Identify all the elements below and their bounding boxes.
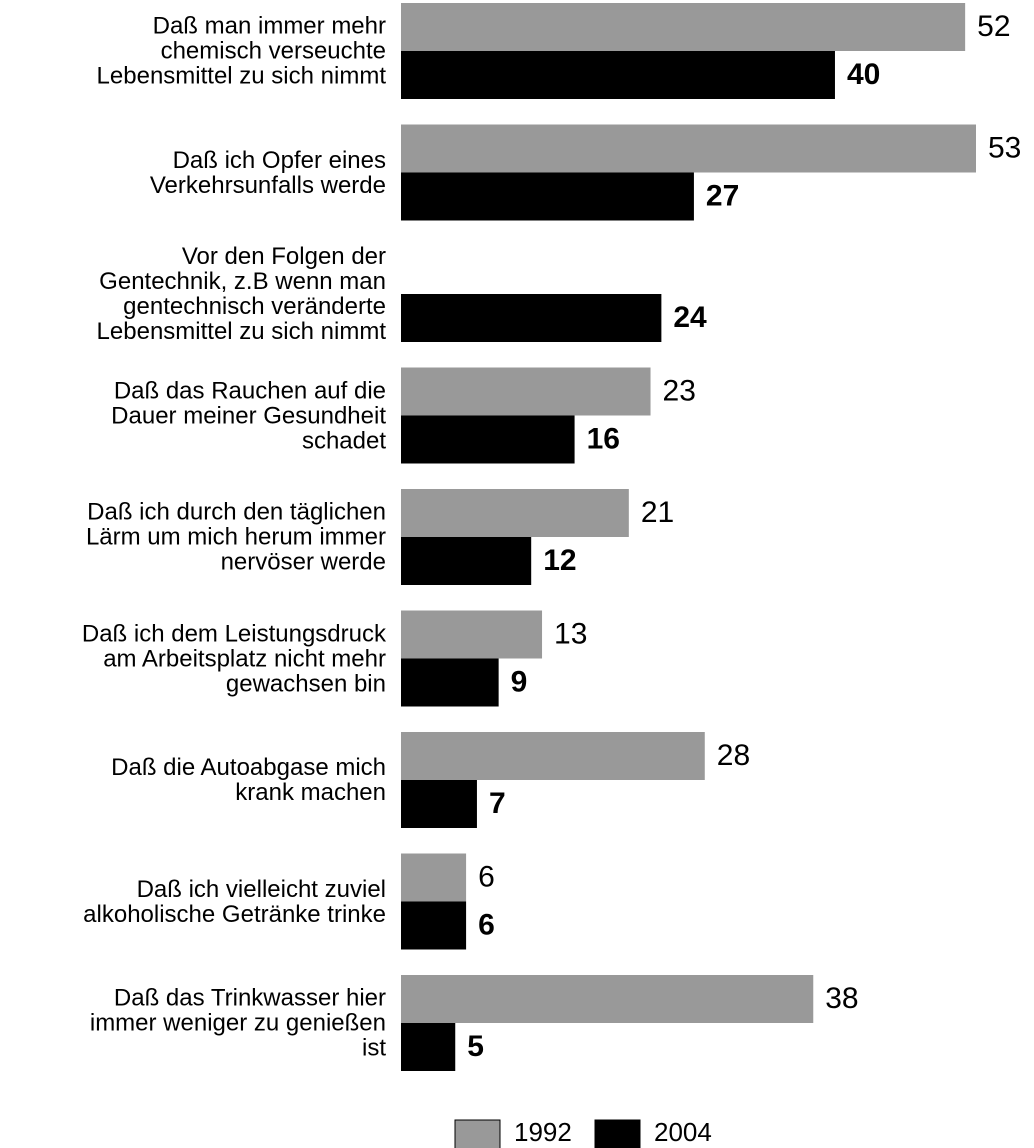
category-label: Daß ich vielleicht zuviel alkoholische G…: [83, 875, 386, 928]
bar: [401, 780, 477, 828]
category-label: Daß das Rauchen auf die Dauer meiner Ges…: [111, 377, 386, 454]
category-label: Vor den Folgen der Gentechnik, z.B wenn …: [96, 243, 386, 345]
bar: [401, 610, 543, 659]
bar: [401, 367, 651, 416]
category-label: Daß das Trinkwasser hier immer weniger z…: [89, 984, 386, 1062]
value-label: 40: [847, 58, 880, 91]
value-label: 23: [663, 374, 696, 407]
category-label: Daß ich Opfer eines Verkehrsunfalls werd…: [149, 146, 386, 199]
legend-label: 1992: [514, 1117, 572, 1147]
category-label: Daß die Autoabgase mich krank machen: [111, 754, 386, 806]
bar: [401, 853, 467, 902]
value-label: 28: [717, 739, 750, 772]
bar: [401, 537, 532, 585]
value-label: 6: [478, 860, 495, 893]
value-label: 12: [543, 544, 576, 577]
value-label: 7: [489, 787, 506, 820]
bar: [401, 3, 966, 51]
legend-swatch: [454, 1119, 501, 1148]
bar: [401, 124, 976, 173]
value-label: 24: [673, 301, 707, 334]
bar: [401, 901, 467, 950]
bar: [401, 732, 705, 780]
value-label: 27: [706, 179, 739, 212]
value-label: 53: [988, 131, 1021, 164]
bar: [401, 415, 575, 464]
value-label: 13: [554, 617, 587, 650]
value-label: 5: [467, 1030, 484, 1063]
category-label: Daß man immer mehr chemisch verseuchte L…: [96, 12, 386, 90]
bar: [401, 489, 629, 537]
bar: [401, 1023, 456, 1071]
bar: [401, 51, 835, 99]
value-label: 52: [977, 10, 1010, 43]
value-label: 21: [641, 496, 674, 529]
value-label: 6: [478, 908, 495, 941]
category-label: Daß ich durch den täglichen Lärm um mich…: [85, 498, 386, 576]
legend-label: 2004: [654, 1117, 712, 1147]
bar: [401, 975, 814, 1023]
value-label: 38: [825, 982, 858, 1015]
bar: [401, 658, 499, 707]
bar: [401, 172, 694, 221]
value-label: 16: [587, 422, 620, 455]
legend-swatch: [594, 1119, 641, 1148]
category-label: Daß ich dem Leistungsdruck am Arbeitspla…: [81, 620, 386, 697]
bar: [401, 294, 662, 342]
value-label: 9: [511, 665, 528, 698]
